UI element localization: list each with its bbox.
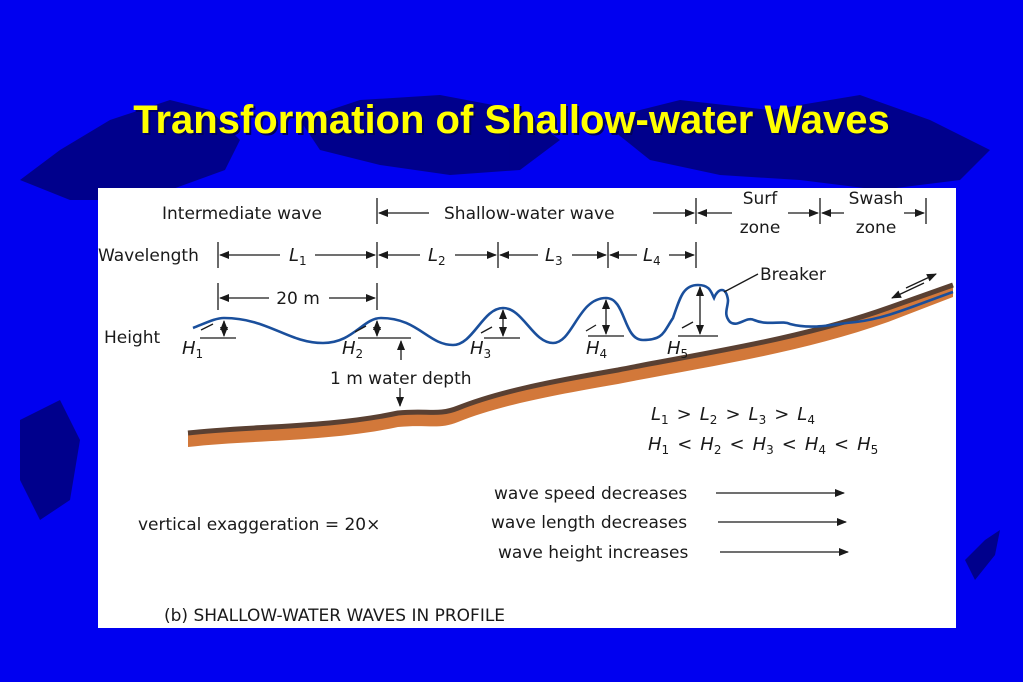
shallow-water-wave-label: Shallow-water wave [444, 204, 615, 224]
trend-height-label: wave height increases [498, 543, 688, 563]
breaker-label: Breaker [760, 265, 826, 285]
intermediate-wave-label: Intermediate wave [162, 204, 322, 224]
h2-pointer [354, 325, 367, 333]
h2-label: H2 [342, 338, 363, 361]
breaker-pointer [723, 273, 759, 293]
swash-uprush-arrow [905, 273, 937, 289]
h1-label: H1 [182, 338, 203, 361]
distance-label: 20 m [276, 289, 320, 309]
trend-speed-label: wave speed decreases [494, 484, 687, 504]
swash-backwash-arrow [891, 282, 925, 299]
l3-label: L3 [545, 245, 563, 268]
l1-label: L1 [289, 245, 307, 268]
wavelength-inequality: L1 > L2 > L3 > L4 [651, 404, 815, 427]
h4-pointer [585, 324, 597, 332]
height-label: Height [104, 328, 161, 348]
h1-pointer [200, 323, 214, 331]
wave-profile-figure: Intermediate wave Shallow-water wave Sur… [98, 188, 956, 628]
height-inequality: H1 < H2 < H3 < H4 < H5 [648, 434, 878, 457]
swash-zone-label-bottom: zone [856, 218, 897, 238]
h5-label: H5 [667, 338, 688, 361]
vertical-exaggeration-label: vertical exaggeration = 20× [138, 515, 380, 535]
wave-profile [192, 283, 954, 347]
water-depth-label: 1 m water depth [330, 369, 472, 389]
slide-title: Transformation of Shallow-water Waves [133, 98, 890, 142]
l4-label: L4 [643, 245, 661, 268]
surf-zone-label-bottom: zone [740, 218, 781, 238]
h4-label: H4 [586, 338, 607, 361]
trend-length-label: wave length decreases [491, 513, 687, 533]
h3-label: H3 [470, 338, 491, 361]
wavelength-label: Wavelength [98, 246, 199, 266]
figure-caption: (b) SHALLOW-WATER WAVES IN PROFILE [164, 606, 505, 626]
h3-pointer [480, 326, 493, 334]
swash-zone-label-top: Swash [849, 189, 904, 209]
seafloor-surface [187, 282, 954, 436]
seafloor-band [188, 285, 953, 447]
h5-pointer [681, 321, 694, 329]
surf-zone-label-top: Surf [743, 189, 779, 209]
l2-label: L2 [428, 245, 446, 268]
